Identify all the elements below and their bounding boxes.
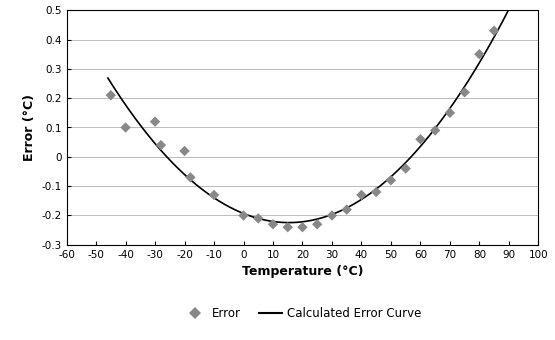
Point bbox=[298, 224, 307, 230]
Point bbox=[475, 51, 484, 57]
Y-axis label: Error (°C): Error (°C) bbox=[23, 94, 36, 161]
Point bbox=[313, 222, 322, 227]
Legend: Error, Calculated Error Curve: Error, Calculated Error Curve bbox=[179, 302, 426, 325]
Point bbox=[357, 192, 366, 198]
Point bbox=[210, 192, 219, 198]
Point bbox=[327, 213, 336, 218]
Point bbox=[431, 128, 440, 133]
Point bbox=[446, 110, 455, 116]
Point bbox=[386, 177, 395, 183]
Point bbox=[342, 207, 351, 212]
Point bbox=[107, 92, 115, 98]
Point bbox=[416, 136, 425, 142]
Point bbox=[150, 119, 159, 124]
Point bbox=[401, 166, 410, 171]
Point bbox=[180, 148, 189, 154]
Point bbox=[283, 224, 292, 230]
Point bbox=[460, 89, 469, 95]
Point bbox=[239, 213, 248, 218]
Point bbox=[490, 28, 498, 33]
Point bbox=[254, 216, 263, 221]
Point bbox=[372, 189, 381, 195]
Point bbox=[269, 222, 278, 227]
Point bbox=[186, 175, 195, 180]
Point bbox=[121, 125, 130, 130]
X-axis label: Temperature (°C): Temperature (°C) bbox=[242, 265, 363, 278]
Point bbox=[157, 142, 165, 148]
